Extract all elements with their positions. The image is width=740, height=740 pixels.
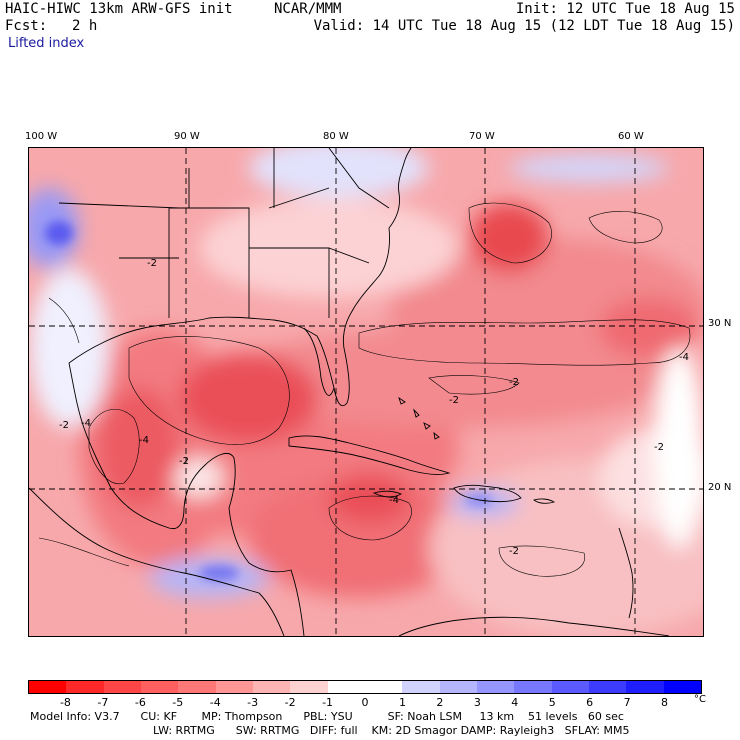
colorbar [28,680,702,694]
model-info-line1: Model Info: V3.7 CU: KF MP: Thompson PBL… [30,710,624,723]
contour-label: -2 [147,258,157,269]
colorbar-segment [252,681,291,693]
colorbar-unit: °C [694,694,706,705]
colorbar-tick-label: -1 [322,696,334,709]
colorbar-tick-label: -2 [284,696,296,709]
colorbar-segment [66,681,104,693]
contour-label: -2 [449,395,459,406]
colorbar-tick-label: -3 [247,696,259,709]
lat-label-30n: 30 N [708,318,732,329]
colorbar-segment [551,681,589,693]
colorbar-tick-label: 4 [511,696,519,709]
colorbar-segment [439,681,477,693]
lon-label-100w: 100 W [25,131,58,142]
contour-label: -2 [509,377,519,388]
colorbar-segment [215,681,253,693]
contours [38,202,691,577]
model-info-line2: LW: RRTMG SW: RRTMG DIFF: full KM: 2D Sm… [153,724,630,737]
colorbar-tick-label: 6 [586,696,594,709]
init-time: Init: 12 UTC Tue 18 Aug 15 [515,1,735,17]
field-shading [29,148,703,636]
colorbar-tick-label: 1 [398,696,406,709]
coastlines [29,148,670,636]
contour-label: -4 [81,418,91,429]
org-label: NCAR/MMM [274,1,342,17]
fcst-value: 2 h [72,18,98,34]
valid-time: Valid: 14 UTC Tue 18 Aug 15 (12 LDT Tue … [313,18,735,34]
lon-label-70w: 70 W [469,131,495,142]
colorbar-tick-label: 7 [623,696,631,709]
contour-label: -4 [679,352,689,363]
colorbar-segment [178,681,216,693]
lon-label-80w: 80 W [323,131,349,142]
colorbar-tick-label: -6 [134,696,146,709]
contour-label: -4 [139,435,149,446]
latlon-grid [29,148,703,636]
lifted-index-map: -2 -2 -4 -2 -4 -2 -2 -4 -2 -4 -2 [28,147,704,637]
lon-label-90w: 90 W [174,131,200,142]
contour-labels: -2 -2 -4 -2 -4 -2 -2 -4 -2 -4 -2 [59,258,689,557]
colorbar-segment [514,681,552,693]
colorbar-tick-label: 0 [361,696,369,709]
colorbar-segment [476,681,515,693]
colorbar-tick-label: -4 [209,696,221,709]
colorbar-segment [402,681,440,693]
colorbar-tick-label: -5 [172,696,184,709]
fcst-label: Fcst: [5,18,48,34]
field-name: Lifted index [8,36,85,51]
colorbar-segment [588,681,627,693]
contour-label: -2 [59,420,69,431]
colorbar-tick-label: 2 [436,696,444,709]
lat-label-20n: 20 N [708,482,732,493]
colorbar-segment [626,681,664,693]
colorbar-tick-label: 5 [548,696,556,709]
contour-label: -2 [179,456,189,467]
colorbar-segment [290,681,328,693]
contour-label: -2 [654,442,664,453]
colorbar-segment [663,681,701,693]
colorbar-tick-label: -8 [59,696,71,709]
colorbar-segment [364,681,403,693]
model-title: HAIC-HIWC 13km ARW-GFS init [5,1,233,17]
colorbar-tick-label: -7 [97,696,109,709]
contour-label: -4 [389,495,399,506]
colorbar-tick-label: 3 [473,696,481,709]
colorbar-segment [140,681,179,693]
contour-label: -2 [509,546,519,557]
lon-label-60w: 60 W [618,131,644,142]
colorbar-segment [103,681,141,693]
colorbar-segment [327,681,365,693]
colorbar-tick-label: 8 [661,696,669,709]
colorbar-segment [29,681,67,693]
